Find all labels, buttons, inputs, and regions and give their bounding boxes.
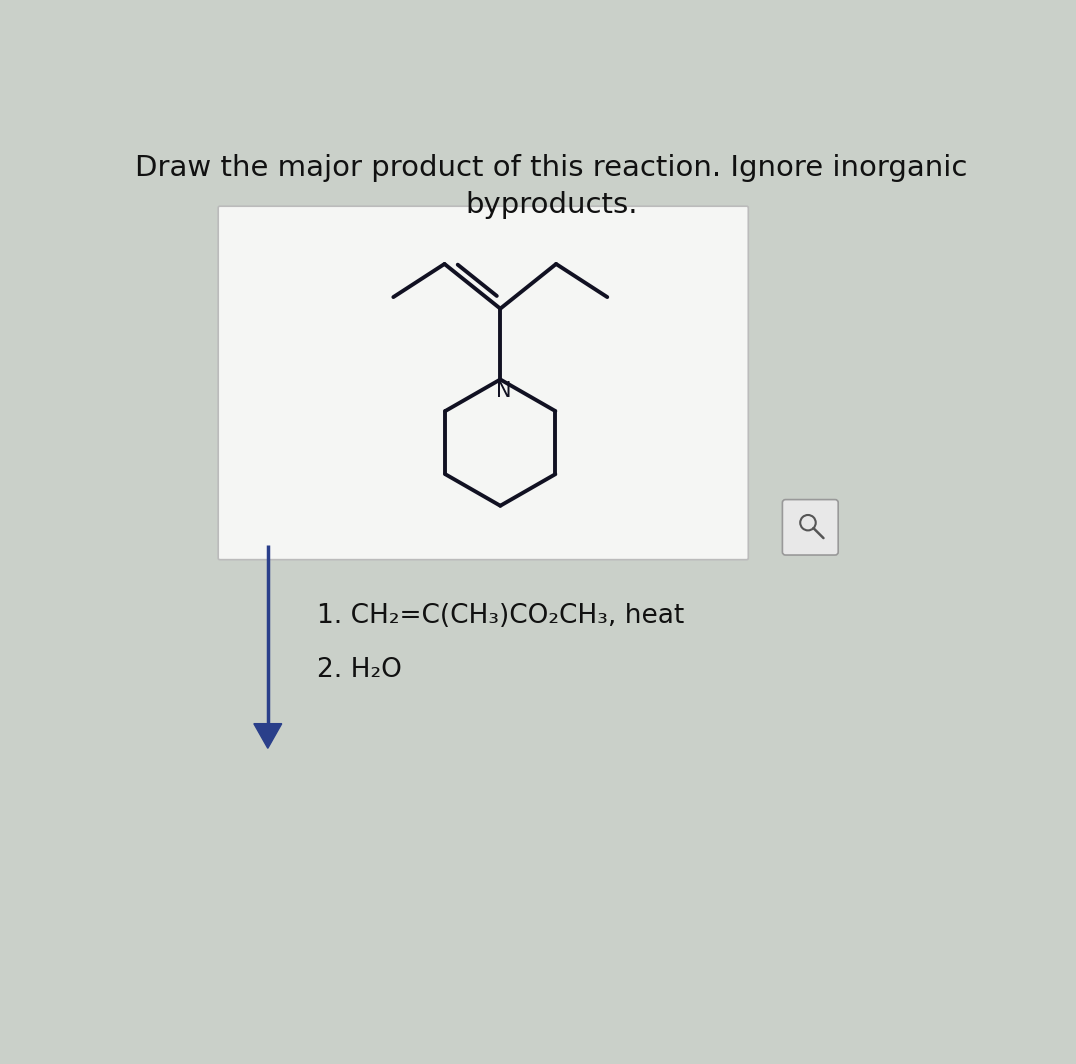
Polygon shape: [254, 724, 282, 748]
Text: byproducts.: byproducts.: [465, 190, 638, 219]
Text: N: N: [496, 381, 512, 401]
Text: 2. H₂O: 2. H₂O: [316, 656, 401, 683]
FancyBboxPatch shape: [218, 206, 748, 560]
FancyBboxPatch shape: [782, 500, 838, 555]
Text: 1. CH₂=C(CH₃)CO₂CH₃, heat: 1. CH₂=C(CH₃)CO₂CH₃, heat: [316, 603, 684, 629]
Text: Draw the major product of this reaction. Ignore inorganic: Draw the major product of this reaction.…: [136, 154, 967, 182]
